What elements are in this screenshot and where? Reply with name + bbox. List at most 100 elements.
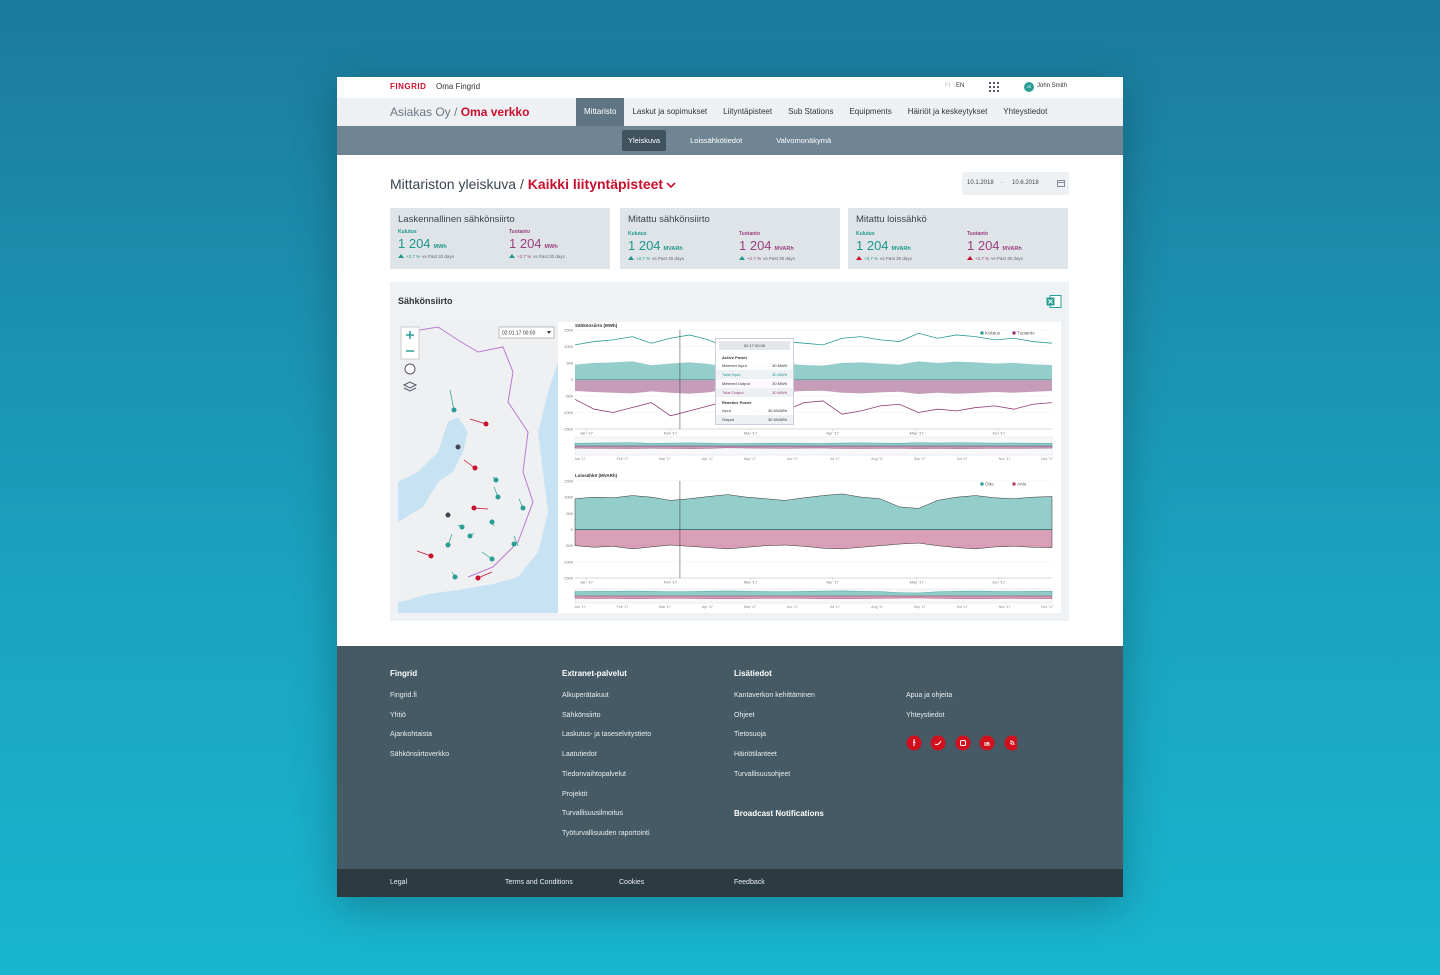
- avatar[interactable]: JS: [1024, 82, 1034, 92]
- kpi-label: Tuotanto: [967, 231, 989, 237]
- x-tick-label: Apr '17: [826, 580, 839, 585]
- navigator-label: Mar '17: [659, 457, 671, 461]
- current-network[interactable]: Oma verkko: [460, 105, 530, 119]
- nav-tab[interactable]: Yhteystiedot: [1003, 107, 1048, 116]
- x-tick-label: Jan '17: [580, 431, 594, 436]
- map[interactable]: 02.01.17 00:00: [398, 322, 558, 613]
- kpi-change: +2.7 % vs Past 30 days: [628, 256, 684, 261]
- zoom-controls[interactable]: [400, 326, 420, 392]
- x-tick-label: Mar '17: [744, 580, 758, 585]
- change-note: vs Past 30 days: [652, 256, 684, 261]
- lang-fi[interactable]: FI: [945, 83, 951, 89]
- nav-tabs: Mittaristo Laskut ja sopimukset Liityntäpi…: [576, 98, 1055, 126]
- footer-link[interactable]: Kantaverkon kehittäminen: [734, 692, 815, 699]
- tooltip-value: 30 MWh: [772, 390, 787, 395]
- date-to[interactable]: 10.6.2018: [1012, 180, 1039, 186]
- kpi-number: 1 204: [628, 238, 661, 253]
- footer-link[interactable]: Alkuperätakuut: [562, 692, 609, 699]
- navigator-label: Sep '17: [914, 457, 926, 461]
- station-markers[interactable]: [416, 389, 526, 581]
- footer: [337, 646, 1123, 869]
- footer-link[interactable]: Fingrid.fi: [390, 692, 417, 699]
- kpi-unit: MVARh: [663, 246, 683, 252]
- footer-link[interactable]: Sähkönsiirtoverkko: [390, 751, 450, 759]
- chevron[interactable]: [666, 181, 676, 189]
- nav-tab[interactable]: Sub Stations: [788, 107, 834, 116]
- line: [574, 332, 1053, 349]
- y-tick-label: 1000: [564, 495, 574, 500]
- footer-link[interactable]: Projektit: [562, 790, 588, 798]
- footer-link[interactable]: Yhtiö: [390, 711, 406, 719]
- calendar-icon[interactable]: [1057, 180, 1065, 187]
- x-tick-label: Jun '17: [992, 580, 1006, 585]
- footer-link[interactable]: Tiedonvaihtopalvelut: [562, 770, 626, 778]
- y-tick-label: -500: [565, 543, 574, 548]
- footer-link[interactable]: Tietosuoja: [734, 731, 767, 739]
- footer-link[interactable]: Työturvallisuuden raportointi: [562, 829, 650, 837]
- x-tick-label: Feb '17: [664, 580, 678, 585]
- kpi-card[interactable]: [390, 208, 610, 269]
- lang-en[interactable]: EN: [956, 83, 965, 89]
- footer-link[interactable]: Sähkönsiirto: [562, 711, 601, 719]
- map-time[interactable]: 02.01.17 00:00: [502, 331, 536, 337]
- footer-bottom-link[interactable]: Terms and Conditions: [505, 879, 573, 886]
- y-tick-label: 0: [571, 527, 574, 532]
- footer-link[interactable]: Häiriötilanteet: [734, 751, 777, 759]
- navigator-label: Jul '17: [830, 457, 840, 461]
- user-name[interactable]: John Smith: [1037, 83, 1068, 89]
- kpi-card[interactable]: [848, 208, 1068, 269]
- nav-tab[interactable]: Liityntäpisteet: [723, 107, 773, 116]
- kpi-title: Laskennallinen sähkönsiirto: [398, 214, 515, 225]
- footer-link[interactable]: Ohjeet: [734, 711, 755, 719]
- sub-tab[interactable]: Valvomonäkymä: [776, 136, 832, 145]
- y-tick-label: 1500: [564, 479, 574, 484]
- kpi-change: +2.7 % vs Past 30 days: [509, 254, 565, 259]
- nav-tab[interactable]: Mittaristo: [576, 98, 625, 126]
- nav-tab[interactable]: Häiriöt ja keskeytykset: [907, 107, 988, 116]
- chart-title: Loissähkö (MVARh): [575, 473, 618, 478]
- excel-export[interactable]: [1046, 295, 1062, 308]
- tooltip-row: Metered Input 30 MWh: [716, 361, 793, 370]
- x-tick-label: May '17: [910, 580, 925, 585]
- legend-label: Anto: [1017, 482, 1027, 487]
- kpi-change: +2.7 % vs Past 30 days: [967, 256, 1023, 261]
- kpi-label: Kulutus: [856, 231, 875, 237]
- area: [575, 379, 1052, 395]
- tooltip-row: Total Output 30 MWh: [716, 388, 793, 397]
- kpi-unit: MWh: [544, 244, 558, 250]
- apps-icon[interactable]: [989, 82, 999, 92]
- legend-label: Kulutus: [985, 331, 1001, 336]
- social-links[interactable]: [905, 735, 1017, 751]
- nav-tab[interactable]: Equipments: [849, 107, 892, 116]
- navigator-label: Feb '17: [617, 457, 629, 461]
- navigator-label: Jun '17: [787, 457, 798, 461]
- brand[interactable]: FINGRID: [390, 82, 427, 91]
- change-value: +2.7 %: [747, 256, 762, 261]
- selection[interactable]: Kaikki liityntäpisteet: [527, 176, 664, 192]
- panel-title: Sähkönsiirto: [398, 296, 453, 306]
- footer-link[interactable]: Turvallisuusilmoitus: [562, 810, 623, 818]
- date-from[interactable]: 10.1.2018: [967, 180, 994, 186]
- sub-tab[interactable]: Yleiskuva: [622, 130, 667, 151]
- change-value: +2.7 %: [517, 254, 532, 259]
- charts[interactable]: Sähkönsiirto (MWh)150010005000-500-1000-…: [558, 322, 1061, 613]
- footer-link[interactable]: Laatutiedot: [562, 751, 597, 759]
- date-range[interactable]: [962, 172, 1069, 195]
- kpi-card[interactable]: [620, 208, 840, 269]
- footer-link[interactable]: Ajankohtaista: [390, 731, 433, 739]
- kpi-label: Tuotanto: [509, 229, 531, 235]
- footer-bottom-link[interactable]: Cookies: [619, 879, 645, 886]
- area: [575, 361, 1052, 380]
- footer-link[interactable]: Yhteystiedot: [906, 711, 945, 719]
- kpi-number: 1 204: [856, 238, 889, 253]
- footer-link[interactable]: Laskutus- ja taseselvitystieto: [562, 731, 652, 739]
- footer-link[interactable]: Apua ja ohjeita: [906, 692, 953, 699]
- footer-link[interactable]: Turvallisuusohjeet: [734, 770, 791, 778]
- navigator-label: May '17: [744, 605, 756, 609]
- sub-tab[interactable]: Loissähkötiedot: [690, 136, 743, 145]
- footer-heading[interactable]: Broadcast Notifications: [734, 809, 824, 818]
- footer-bottom-link[interactable]: Legal: [390, 879, 408, 886]
- nav-tab[interactable]: Laskut ja sopimukset: [632, 107, 708, 116]
- footer-bottom-link[interactable]: Feedback: [734, 879, 765, 886]
- area: [574, 529, 1053, 550]
